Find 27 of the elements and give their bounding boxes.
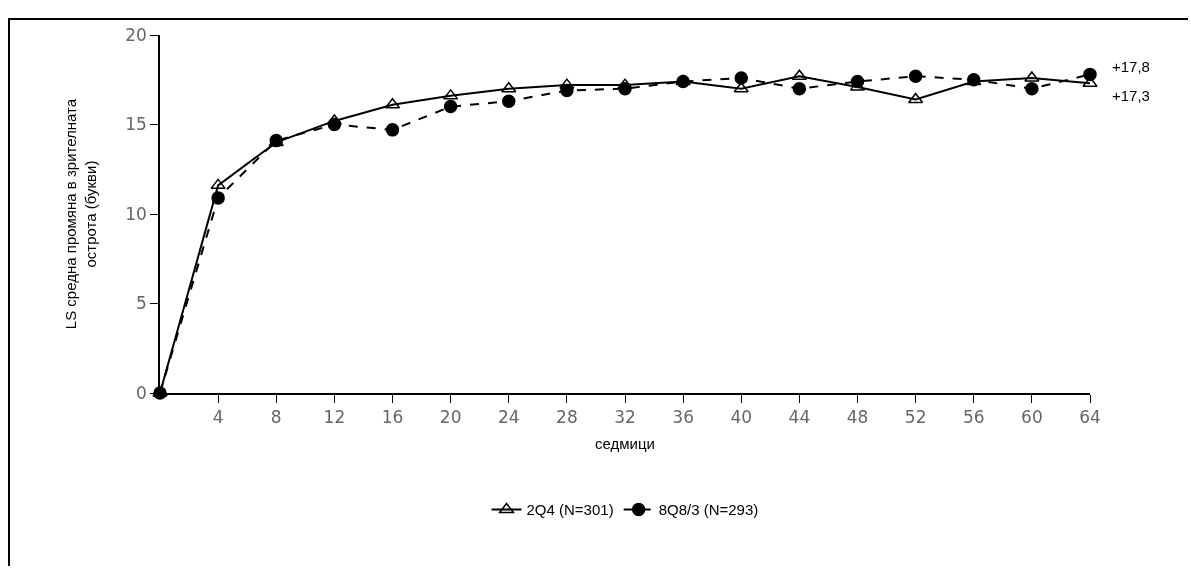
x-tick-label: 12 [323, 407, 346, 428]
x-tick-label: 24 [497, 407, 520, 428]
annotation: +17,8 [1112, 58, 1150, 75]
legend-label: 8Q8/3 (N=293) [658, 501, 759, 519]
x-tick-label: 20 [439, 407, 462, 428]
legend-label: 2Q4 (N=301) [526, 501, 614, 519]
x-tick-label: 32 [614, 407, 636, 428]
x-tick-label: 4 [212, 407, 224, 428]
x-tick-label: 48 [846, 407, 869, 428]
x-tick-label: 52 [904, 407, 927, 428]
y-tick-label: 0 [136, 382, 147, 403]
y-tick-label: 5 [136, 293, 147, 314]
y-tick-label: 10 [125, 203, 147, 224]
x-tick-label: 36 [672, 407, 694, 428]
annotation: +17,3 [1112, 87, 1150, 104]
x-tick-label: 40 [730, 407, 753, 428]
x-tick-label: 8 [270, 407, 282, 428]
x-axis-title: седмици [595, 434, 655, 452]
x-tick-label: 60 [1021, 407, 1043, 428]
x-tick-label: 64 [1079, 407, 1101, 428]
y-tick-label: 15 [125, 114, 147, 135]
y-tick-label: 20 [125, 24, 147, 45]
y-axis-title: LS средна промяна в зрителната острота (букви) [62, 98, 99, 330]
x-tick-label: 44 [788, 407, 811, 428]
x-tick-label: 16 [381, 407, 404, 428]
x-tick-label: 56 [962, 407, 985, 428]
x-tick-label: 28 [556, 407, 578, 428]
